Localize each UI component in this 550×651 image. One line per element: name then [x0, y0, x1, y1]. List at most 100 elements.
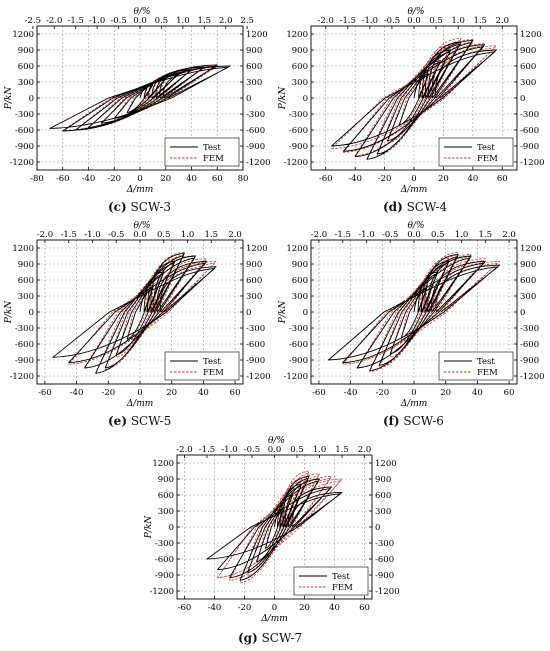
legend-box: [164, 137, 240, 167]
y-tick-label-right: -900: [246, 142, 265, 152]
top-tick-label: 2.5: [240, 16, 254, 26]
y-tick-label-right: 600: [246, 276, 262, 286]
top-tick-label: -1.5: [67, 16, 83, 26]
x-tick-label: 60: [359, 603, 370, 613]
top-tick-label: -2.0: [311, 230, 327, 240]
top-tick-label: 2.0: [219, 16, 233, 26]
legend-box: [438, 351, 514, 381]
y-tick-label: -1200: [9, 158, 34, 168]
top-tick-label: 1.0: [176, 16, 190, 26]
top-tick-label: 1.5: [479, 230, 493, 240]
caption-letter: (g): [238, 631, 258, 645]
legend-label-test: Test: [477, 357, 495, 367]
x-tick-label: -40: [208, 603, 222, 613]
y-tick-label-right: 0: [246, 308, 251, 318]
x-tick-label: 60: [504, 388, 515, 398]
top-tick-label: 0.5: [155, 16, 169, 26]
series-test-loop: [52, 252, 217, 374]
top-axis-label: θ/%: [268, 436, 285, 446]
top-tick-label: 2.0: [228, 230, 242, 240]
x-tick-label: -20: [238, 603, 252, 613]
y-tick-label: -900: [155, 571, 174, 581]
caption-scw-5: (e) SCW-5: [108, 414, 171, 428]
chart-scw-4: -60 -40 -20 0 20 40 60 -2.0 -1.5 -1.0 -0.5 0.0 0.5 1.…: [278, 7, 545, 195]
legend-label-test: Test: [203, 143, 221, 153]
y-tick-label: -300: [289, 110, 308, 120]
caption-scw-7: (g) SCW-7: [238, 631, 302, 645]
y-tick-label-right: 300: [246, 78, 262, 88]
x-axis-label: Δ/mm: [126, 399, 154, 409]
x-tick-label: 0: [137, 174, 142, 184]
y-tick-label-right: 1200: [246, 244, 268, 254]
legend-label-test: Test: [477, 143, 495, 153]
top-tick-label: 0.0: [133, 16, 147, 26]
x-tick-label: -40: [82, 174, 96, 184]
y-tick-label: 600: [292, 276, 308, 286]
y-tick-label: -600: [15, 340, 34, 350]
y-tick-label: 0: [303, 308, 308, 318]
top-tick-label: 0.0: [407, 16, 421, 26]
y-tick-label: 900: [158, 475, 174, 485]
x-tick-label: 20: [438, 174, 449, 184]
y-tick-label: -600: [289, 126, 308, 136]
top-tick-label: 2.0: [502, 230, 516, 240]
x-tick-label: 0: [411, 174, 416, 184]
y-tick-label-right: -900: [375, 571, 394, 581]
top-tick-label: 0.5: [157, 230, 171, 240]
caption-scw-6: (f) SCW-6: [383, 414, 444, 428]
top-tick-label: -0.5: [110, 16, 126, 26]
top-tick-label: 1.0: [451, 16, 465, 26]
top-tick-label: -1.0: [358, 230, 374, 240]
y-tick-label-right: -600: [520, 126, 539, 136]
legend-label-fem: FEM: [477, 368, 498, 378]
top-axis-label: θ/%: [133, 221, 150, 231]
y-tick-label: 1200: [12, 30, 34, 40]
top-tick-label: 0.5: [290, 445, 304, 455]
x-tick-label: 20: [160, 174, 171, 184]
x-tick-label: -60: [38, 388, 52, 398]
x-axis-label: Δ/mm: [126, 185, 154, 195]
legend-box: [164, 351, 240, 381]
x-tick-label: -80: [30, 174, 44, 184]
y-tick-label-right: 0: [246, 94, 251, 104]
y-axis-label: P/kN: [4, 300, 14, 325]
x-tick-label: 0: [272, 603, 277, 613]
top-tick-label: 0.0: [407, 230, 421, 240]
top-tick-label: 0.5: [431, 230, 445, 240]
y-tick-label-right: 600: [246, 62, 262, 72]
caption-letter: (f): [383, 414, 400, 428]
x-tick-label: 60: [230, 388, 241, 398]
y-tick-label: 600: [158, 491, 174, 501]
top-tick-label: -0.5: [384, 16, 400, 26]
y-tick-label-right: -900: [246, 356, 265, 366]
y-tick-label-right: -300: [520, 324, 539, 334]
x-tick-label: -20: [101, 388, 115, 398]
top-tick-label: -2.0: [318, 16, 334, 26]
caption-letter: (e): [108, 414, 127, 428]
y-tick-label-right: -300: [520, 110, 539, 120]
top-tick-label: -1.0: [84, 230, 100, 240]
y-axis-label: P/kN: [278, 86, 288, 111]
x-tick-label: -60: [178, 603, 192, 613]
top-tick-label: -2.0: [176, 445, 192, 455]
y-tick-label-right: 300: [520, 292, 536, 302]
y-tick-label: 900: [18, 46, 34, 56]
top-tick-label: -1.5: [340, 16, 356, 26]
y-tick-label-right: -600: [246, 126, 265, 136]
top-tick-label: -1.0: [89, 16, 105, 26]
top-tick-label: -2.0: [37, 230, 53, 240]
y-tick-label-right: -1200: [246, 372, 271, 382]
y-tick-label-right: 300: [375, 507, 391, 517]
top-tick-label: 1.5: [335, 445, 349, 455]
caption-specimen: SCW-6: [403, 414, 444, 428]
y-tick-label-right: 900: [246, 260, 262, 270]
y-tick-label: -300: [15, 110, 34, 120]
y-tick-label: 600: [18, 62, 34, 72]
y-tick-label-right: -600: [520, 340, 539, 350]
y-tick-label: 900: [18, 260, 34, 270]
chart-scw-3: -80 -60 -40 -20 0 20 40 60 80 -2.5 -2.0 -1.5 -1.0 -0.…: [4, 7, 271, 195]
legend-label-test: Test: [332, 572, 350, 582]
